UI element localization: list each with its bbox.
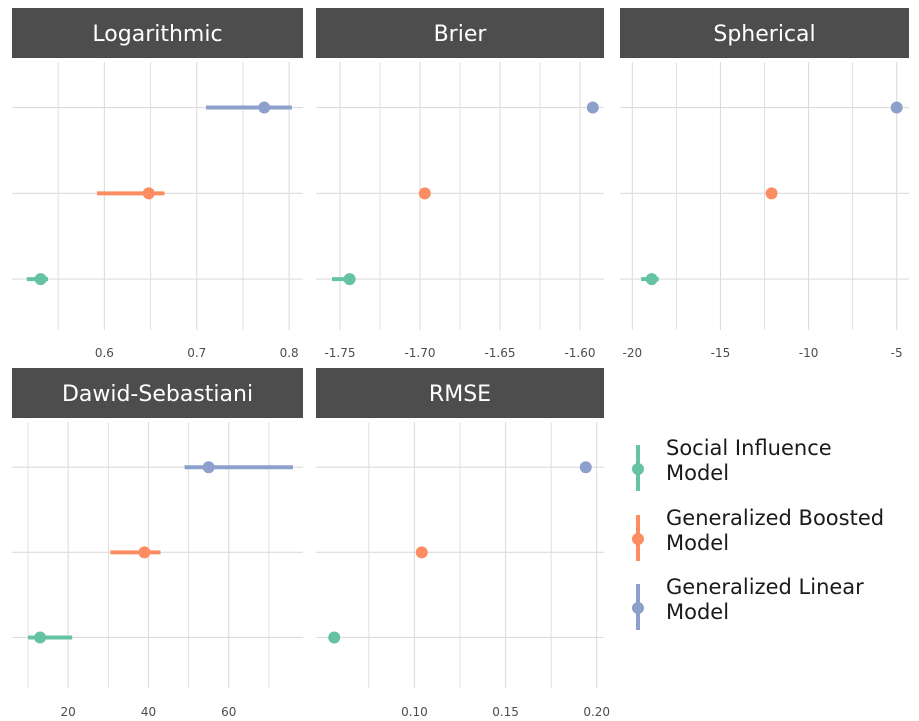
x-tick-label: 60 <box>221 705 236 719</box>
legend-key-point <box>632 533 644 545</box>
facet-strip <box>316 8 604 58</box>
data-point <box>202 461 215 474</box>
legend-label: Social Influence <box>666 436 832 460</box>
legend-label: Model <box>666 600 729 624</box>
x-tick-label: -1.60 <box>564 346 595 360</box>
x-tick-label: -1.65 <box>484 346 515 360</box>
data-point <box>765 187 778 200</box>
x-tick-label: -15 <box>711 346 731 360</box>
legend-label: Generalized Linear <box>666 575 864 599</box>
x-tick-label: -1.70 <box>404 346 435 360</box>
x-tick-label: 0.8 <box>280 346 299 360</box>
data-point <box>258 101 271 114</box>
facet-panel-logarithmic: Logarithmic 0.6 0.7 0.8 <box>12 8 303 360</box>
data-point <box>142 187 155 200</box>
x-tick-label: -10 <box>799 346 819 360</box>
x-tick-label: 40 <box>141 705 156 719</box>
facet-title: RMSE <box>429 382 491 407</box>
facet-strip <box>12 368 303 418</box>
data-point <box>890 101 903 114</box>
facet-title: Brier <box>434 22 488 47</box>
x-tick-label: 20 <box>61 705 76 719</box>
x-tick-label: -20 <box>623 346 643 360</box>
x-tick-label: 0.7 <box>187 346 206 360</box>
data-point <box>328 631 341 644</box>
data-point <box>645 273 658 286</box>
legend-label: Model <box>666 531 729 555</box>
data-point <box>138 546 151 559</box>
legend-key-point <box>632 602 644 614</box>
x-tick-label: 0.6 <box>95 346 114 360</box>
data-point <box>34 631 47 644</box>
facet-strip <box>620 8 909 58</box>
data-point <box>343 273 356 286</box>
x-tick-label: 0.20 <box>583 705 610 719</box>
data-point <box>579 461 592 474</box>
facet-strip <box>12 8 303 58</box>
data-point <box>586 101 599 114</box>
x-tick-label: 0.10 <box>401 705 428 719</box>
facet-panel-rmse: RMSE 0.10 0.15 0.20 <box>316 368 610 719</box>
facet-title: Spherical <box>713 22 815 47</box>
facet-panel-dawid-sebastiani: Dawid-Sebastiani 20 40 60 <box>12 368 303 719</box>
data-point <box>415 546 428 559</box>
facet-title: Dawid-Sebastiani <box>62 382 253 407</box>
x-tick-label: -1.75 <box>324 346 355 360</box>
legend-label: Generalized Boosted <box>666 506 884 530</box>
legend-key-point <box>632 463 644 475</box>
data-point <box>418 187 431 200</box>
x-tick-label: -5 <box>891 346 903 360</box>
facet-panel-brier: Brier -1.75 -1.70 -1.65 -1.60 <box>316 8 604 360</box>
facet-strip <box>316 368 604 418</box>
facet-title: Logarithmic <box>92 22 222 47</box>
x-tick-label: 0.15 <box>492 705 519 719</box>
facet-panel-spherical: Spherical -20 -15 -10 -5 <box>620 8 909 360</box>
data-point <box>34 273 47 286</box>
legend-label: Model <box>666 461 729 485</box>
